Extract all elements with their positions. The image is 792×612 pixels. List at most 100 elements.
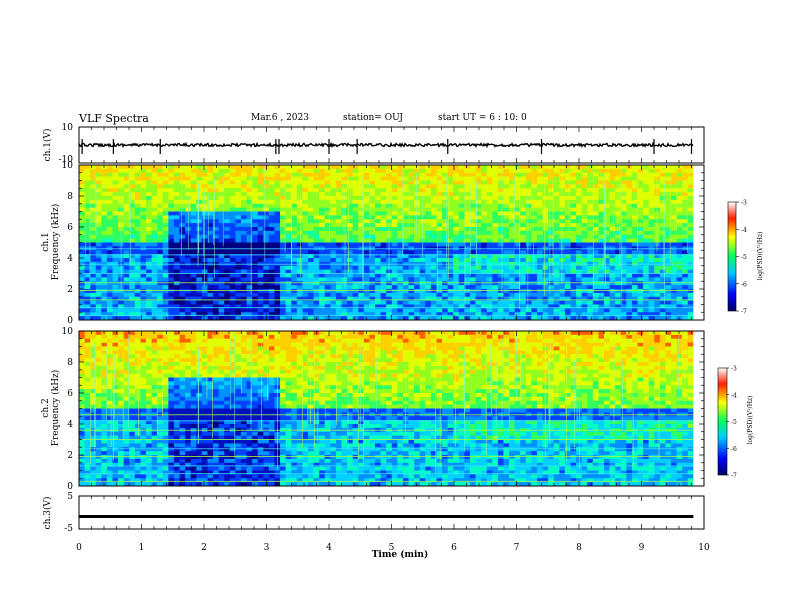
spectrogram-cell bbox=[649, 223, 655, 227]
spectrogram-cell bbox=[503, 169, 509, 173]
spectrogram-cell bbox=[85, 331, 91, 335]
spectrogram-cell bbox=[213, 308, 219, 312]
spectrogram-cell bbox=[152, 308, 158, 312]
spectrogram-cell bbox=[291, 277, 297, 281]
spectrogram-cell bbox=[481, 301, 487, 305]
spectrogram-cell bbox=[543, 281, 549, 285]
spectrogram-cell bbox=[638, 297, 644, 301]
spectrogram-cell bbox=[559, 281, 565, 285]
spectrogram-cell bbox=[515, 277, 521, 281]
spectrogram-cell bbox=[101, 451, 107, 455]
spectrogram-cell bbox=[280, 305, 286, 309]
spectrogram-cell bbox=[470, 231, 476, 235]
spectrogram-cell bbox=[688, 281, 694, 285]
spectrogram-cell bbox=[498, 285, 504, 289]
spectrogram-cell bbox=[135, 281, 141, 285]
spectrogram-cell bbox=[470, 196, 476, 200]
spectrogram-cell bbox=[157, 231, 163, 235]
spectrogram-cell bbox=[107, 385, 113, 389]
spectrogram-cell bbox=[96, 378, 102, 382]
spectrogram-cell bbox=[403, 173, 409, 177]
spectrogram-cell bbox=[531, 285, 537, 289]
spectrogram-cell bbox=[252, 227, 258, 231]
spectrogram-cell bbox=[168, 250, 174, 254]
spectrogram-cell bbox=[213, 169, 219, 173]
spectrogram-cell bbox=[274, 227, 280, 231]
spectrogram-cell bbox=[247, 227, 253, 231]
spectrogram-cell bbox=[649, 293, 655, 297]
spectrogram-cell bbox=[146, 227, 152, 231]
spectrogram-cell bbox=[470, 235, 476, 239]
spectrogram-cell bbox=[425, 181, 431, 185]
spectrogram-cell bbox=[582, 188, 588, 192]
spectrogram-cell bbox=[448, 293, 454, 297]
spectrogram-cell bbox=[152, 227, 158, 231]
spectrogram-cell bbox=[274, 196, 280, 200]
spectrogram-cell bbox=[213, 301, 219, 305]
spectrogram-cell bbox=[330, 223, 336, 227]
spectrogram-cell bbox=[96, 459, 102, 463]
spectrogram-cell bbox=[492, 184, 498, 188]
spectrogram-cell bbox=[168, 200, 174, 204]
spectrogram-cell bbox=[643, 173, 649, 177]
spectrogram-cell bbox=[498, 204, 504, 208]
spectrogram-cell bbox=[235, 289, 241, 293]
spectrogram-cell bbox=[96, 301, 102, 305]
spectrogram-cell bbox=[470, 223, 476, 227]
spectrogram-cell bbox=[453, 223, 459, 227]
spectrogram-cell bbox=[202, 204, 208, 208]
spectrogram-cell bbox=[392, 188, 398, 192]
spectrogram-cell bbox=[520, 227, 526, 231]
spectrogram-cell bbox=[196, 305, 202, 309]
spectrogram-cell bbox=[286, 308, 292, 312]
spectrogram-cell bbox=[274, 181, 280, 185]
spectrogram-cell bbox=[576, 277, 582, 281]
spectrogram-cell bbox=[677, 204, 683, 208]
spectrogram-cell bbox=[509, 204, 515, 208]
spectrogram-cell bbox=[213, 285, 219, 289]
spectrogram-cell bbox=[146, 281, 152, 285]
spectrogram-cell bbox=[660, 173, 666, 177]
spectrogram-cell bbox=[615, 285, 621, 289]
spectrogram-cell bbox=[654, 266, 660, 270]
spectrogram-cell bbox=[615, 184, 621, 188]
spectrogram-cell bbox=[425, 215, 431, 219]
spectrogram-cell bbox=[442, 208, 448, 212]
spectrogram-cell bbox=[615, 231, 621, 235]
spectrogram-cell bbox=[548, 308, 554, 312]
spectrogram-cell bbox=[140, 297, 146, 301]
spectrogram-cell bbox=[509, 192, 515, 196]
spectrogram-cell bbox=[442, 169, 448, 173]
spectrogram-cell bbox=[526, 258, 532, 262]
spectrogram-cell bbox=[207, 297, 213, 301]
spectrogram-cell bbox=[543, 239, 549, 243]
spectrogram-cell bbox=[140, 204, 146, 208]
spectrogram-cell bbox=[615, 208, 621, 212]
spectrogram-cell bbox=[146, 223, 152, 227]
spectrogram-cell bbox=[291, 219, 297, 223]
spectrogram-cell bbox=[520, 200, 526, 204]
spectrogram-cell bbox=[414, 196, 420, 200]
spectrogram-cell bbox=[347, 301, 353, 305]
spectrogram-cell bbox=[470, 305, 476, 309]
spectrogram-cell bbox=[537, 192, 543, 196]
spectrogram-cell bbox=[688, 258, 694, 262]
spectrogram-cell bbox=[96, 212, 102, 216]
spectrogram-cell bbox=[364, 196, 370, 200]
spectrogram-cell bbox=[140, 308, 146, 312]
spectrogram-cell bbox=[85, 297, 91, 301]
spectrogram-cell bbox=[587, 258, 593, 262]
spectrogram-cell bbox=[347, 227, 353, 231]
spectrogram-cell bbox=[431, 266, 437, 270]
spectrogram-cell bbox=[386, 305, 392, 309]
spectrogram-cell bbox=[386, 173, 392, 177]
spectrogram-cell bbox=[375, 173, 381, 177]
spectrogram-cell bbox=[682, 266, 688, 270]
spectrogram-cell bbox=[526, 177, 532, 181]
spectrogram-cell bbox=[140, 173, 146, 177]
spectrogram-cell bbox=[224, 281, 230, 285]
spectrogram-cell bbox=[515, 289, 521, 293]
spectrogram-cell bbox=[520, 301, 526, 305]
spectrogram-cell bbox=[487, 239, 493, 243]
spectrogram-cell bbox=[308, 192, 314, 196]
